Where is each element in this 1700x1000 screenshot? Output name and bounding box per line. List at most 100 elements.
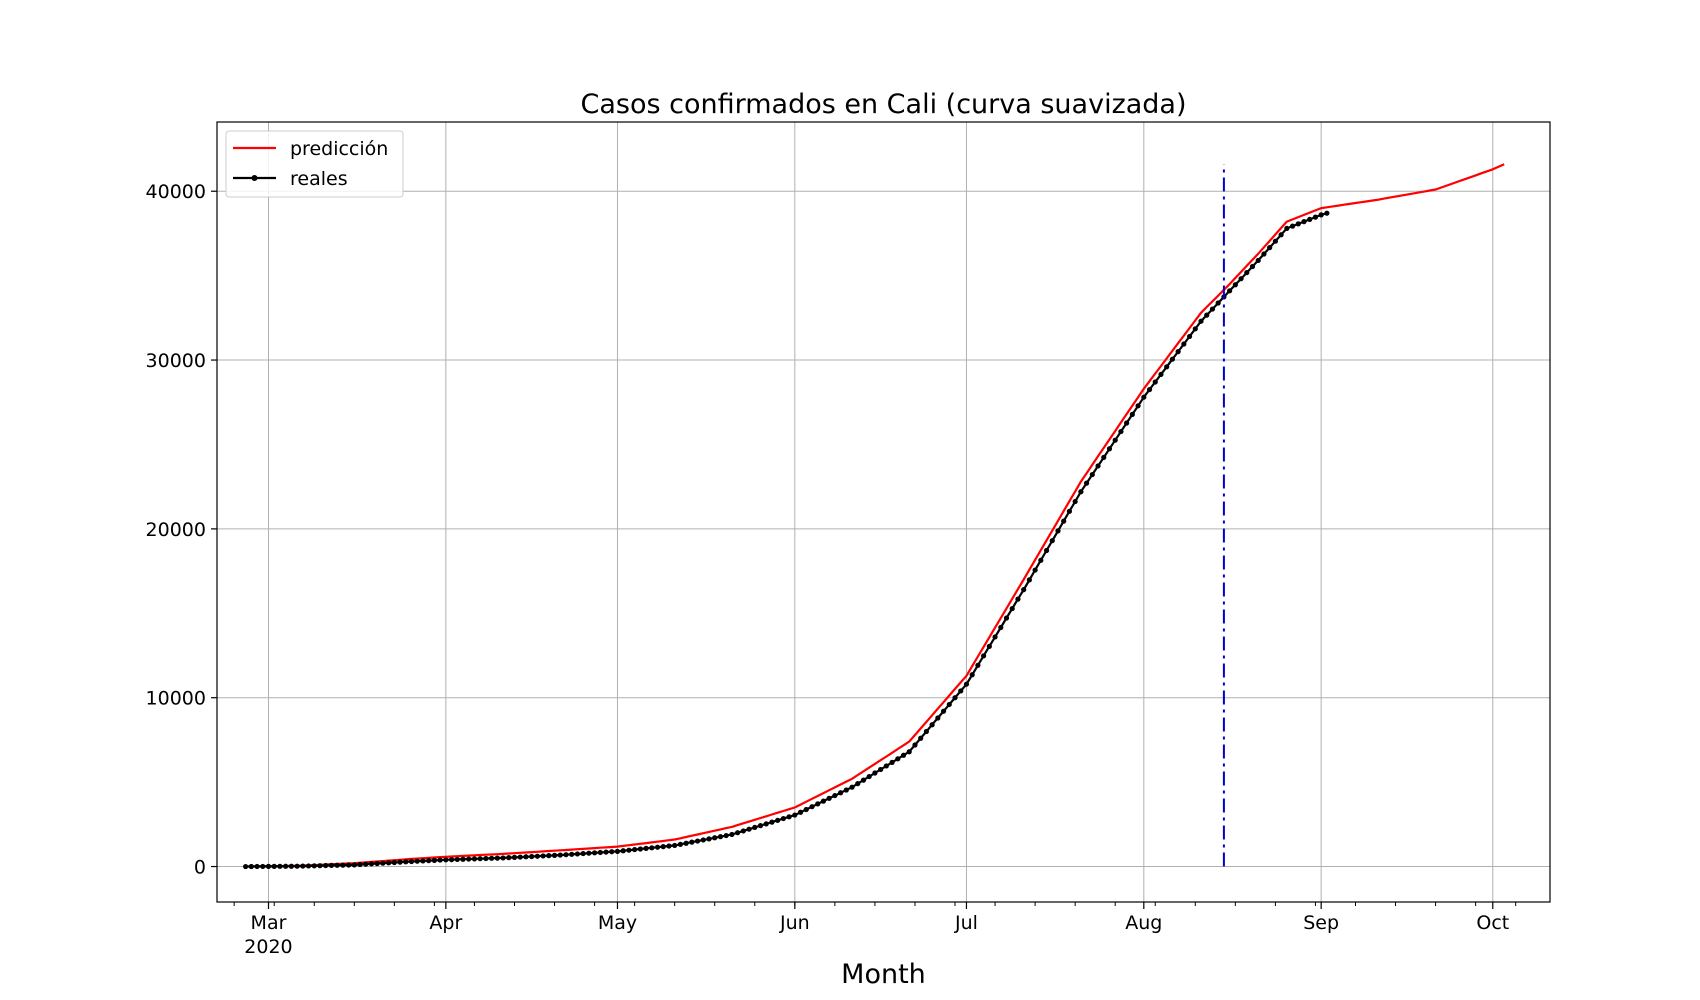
data-point (1227, 288, 1232, 293)
data-point (1147, 387, 1152, 392)
data-point (821, 799, 826, 804)
data-point (598, 850, 603, 855)
y-tick-label: 0 (194, 857, 206, 879)
data-point (249, 864, 254, 869)
x-tick-label: Jul (954, 912, 978, 934)
data-point (872, 770, 877, 775)
data-point (1084, 481, 1089, 486)
data-point (581, 851, 586, 856)
data-point (1067, 509, 1072, 514)
data-point (1279, 232, 1284, 237)
data-point (569, 852, 574, 857)
data-point (975, 663, 980, 668)
data-point (1061, 519, 1066, 524)
data-point (1027, 577, 1032, 582)
data-point (392, 860, 397, 865)
data-point (466, 856, 471, 861)
data-point (735, 830, 740, 835)
data-point (1135, 403, 1140, 408)
x-tick-label: Aug (1125, 912, 1162, 934)
data-point (781, 816, 786, 821)
data-point (1010, 606, 1015, 611)
data-point (1187, 334, 1192, 339)
data-point (363, 862, 368, 867)
data-point (478, 856, 483, 861)
data-point (1164, 364, 1169, 369)
data-point (746, 827, 751, 832)
data-point (838, 790, 843, 795)
data-point (1256, 258, 1261, 263)
data-point (260, 864, 265, 869)
data-point (352, 862, 357, 867)
data-point (895, 756, 900, 761)
data-point (1250, 264, 1255, 269)
data-point (592, 850, 597, 855)
data-point (294, 864, 299, 869)
data-point (340, 863, 345, 868)
x-tick-label: Oct (1476, 912, 1509, 934)
data-point (495, 856, 500, 861)
data-point (741, 828, 746, 833)
data-point (1244, 270, 1249, 275)
data-point (729, 832, 734, 837)
data-point (952, 695, 957, 700)
data-point (998, 625, 1003, 630)
data-point (1324, 211, 1329, 216)
data-point (346, 862, 351, 867)
data-point (1153, 379, 1158, 384)
data-point (335, 863, 340, 868)
data-point (1193, 326, 1198, 331)
data-point (1095, 463, 1100, 468)
data-point (1055, 528, 1060, 533)
data-point (1198, 319, 1203, 324)
data-point (941, 709, 946, 714)
data-point (958, 688, 963, 693)
series-layer (243, 164, 1504, 869)
data-point (1078, 489, 1083, 494)
data-point (283, 864, 288, 869)
data-point (512, 855, 517, 860)
data-point (638, 846, 643, 851)
data-point (254, 864, 259, 869)
data-point (266, 864, 271, 869)
data-point (695, 838, 700, 843)
data-point (787, 814, 792, 819)
data-point (518, 854, 523, 859)
x-tick-label: Jun (779, 912, 810, 934)
data-point (403, 859, 408, 864)
data-point (483, 856, 488, 861)
data-point (523, 854, 528, 859)
data-point (535, 854, 540, 859)
x-tick-label: Sep (1303, 912, 1339, 934)
data-point (632, 847, 637, 852)
data-point (684, 841, 689, 846)
data-point (615, 849, 620, 854)
x-tick-sublabel: 2020 (244, 936, 292, 958)
data-point (672, 843, 677, 848)
data-point (380, 861, 385, 866)
data-point (375, 861, 380, 866)
data-point (1130, 412, 1135, 417)
data-point (420, 858, 425, 863)
data-point (815, 801, 820, 806)
y-tick-label: 10000 (146, 688, 206, 710)
data-point (758, 823, 763, 828)
legend-marker-reales (252, 175, 258, 181)
data-point (369, 861, 374, 866)
data-point (1004, 615, 1009, 620)
data-point (272, 864, 277, 869)
data-point (529, 854, 534, 859)
data-point (1033, 567, 1038, 572)
x-tick-label: Mar (251, 912, 287, 934)
y-tick-label: 30000 (146, 350, 206, 372)
data-point (1170, 357, 1175, 362)
data-point (724, 833, 729, 838)
data-point (1313, 215, 1318, 220)
chart-title: Casos confirmados en Cali (curva suaviza… (580, 89, 1186, 120)
grid (217, 122, 1550, 902)
data-point (1210, 306, 1215, 311)
data-point (1107, 446, 1112, 451)
data-point (775, 818, 780, 823)
data-point (1261, 251, 1266, 256)
